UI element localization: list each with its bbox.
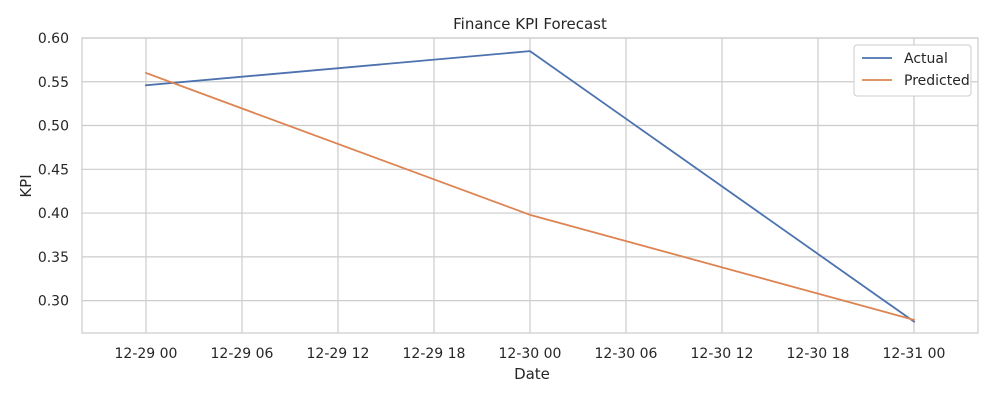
x-tick-label: 12-30 18: [787, 346, 850, 362]
x-tick-label: 12-30 12: [691, 346, 754, 362]
y-tick-label: 0.55: [38, 75, 69, 91]
y-tick-label: 0.40: [38, 206, 69, 222]
grid-lines: [82, 37, 978, 333]
y-tick-label: 0.45: [38, 162, 69, 178]
chart-title: Finance KPI Forecast: [453, 15, 607, 33]
x-tick-label: 12-30 06: [595, 346, 658, 362]
x-tick-label: 12-29 00: [115, 346, 178, 362]
series-lines: [144, 50, 916, 323]
x-tick-label: 12-31 00: [883, 346, 946, 362]
series-line-predicted: [144, 71, 916, 321]
x-tick-label: 12-30 00: [499, 346, 562, 362]
legend-label-predicted: Predicted: [904, 73, 970, 89]
x-tick-labels: 12-29 00 12-29 06 12-29 12 12-29 18 12-30 00…: [115, 346, 946, 362]
plot-frame: [81, 37, 979, 334]
series-line-actual: [145, 50, 916, 323]
x-axis-title: Date: [514, 365, 550, 383]
y-tick-labels: 0.30 0.35 0.40 0.45 0.50 0.55 0.60: [38, 31, 69, 310]
y-tick-label: 0.35: [38, 250, 69, 266]
legend-label-actual: Actual: [904, 51, 948, 67]
y-tick-label: 0.60: [38, 31, 69, 47]
x-tick-label: 12-29 18: [403, 346, 466, 362]
y-axis-title: KPI: [17, 174, 35, 197]
legend: Actual Predicted: [853, 44, 972, 97]
x-tick-label: 12-29 06: [211, 346, 274, 362]
y-tick-label: 0.50: [38, 119, 69, 135]
y-tick-label: 0.30: [38, 294, 69, 310]
x-tick-label: 12-29 12: [307, 346, 370, 362]
